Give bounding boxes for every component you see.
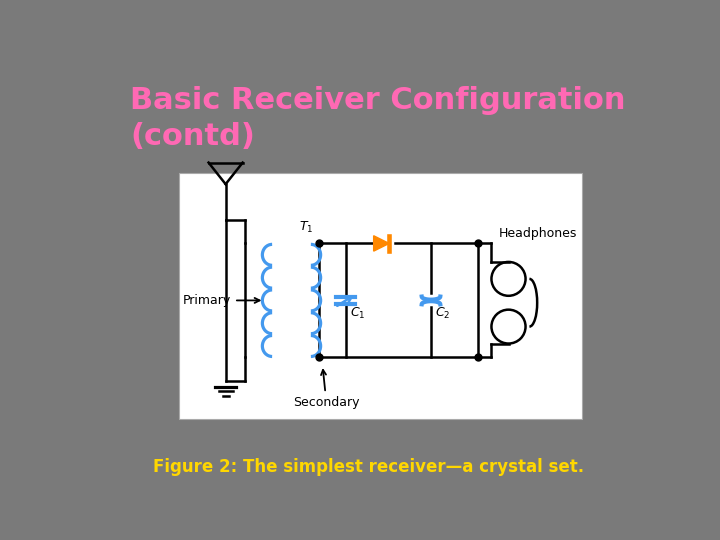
Text: $C_1$: $C_1$ xyxy=(350,306,365,321)
Text: Basic Receiver Configuration
(contd): Basic Receiver Configuration (contd) xyxy=(130,86,626,151)
Text: Primary: Primary xyxy=(183,294,260,307)
Text: $T_1$: $T_1$ xyxy=(300,220,314,235)
Bar xyxy=(179,173,582,419)
Text: Figure 2: The simplest receiver—a crystal set.: Figure 2: The simplest receiver—a crysta… xyxy=(153,458,585,476)
Text: Headphones: Headphones xyxy=(499,227,577,240)
Text: Secondary: Secondary xyxy=(293,370,359,409)
Polygon shape xyxy=(374,236,389,251)
Text: $C_2$: $C_2$ xyxy=(435,306,450,321)
